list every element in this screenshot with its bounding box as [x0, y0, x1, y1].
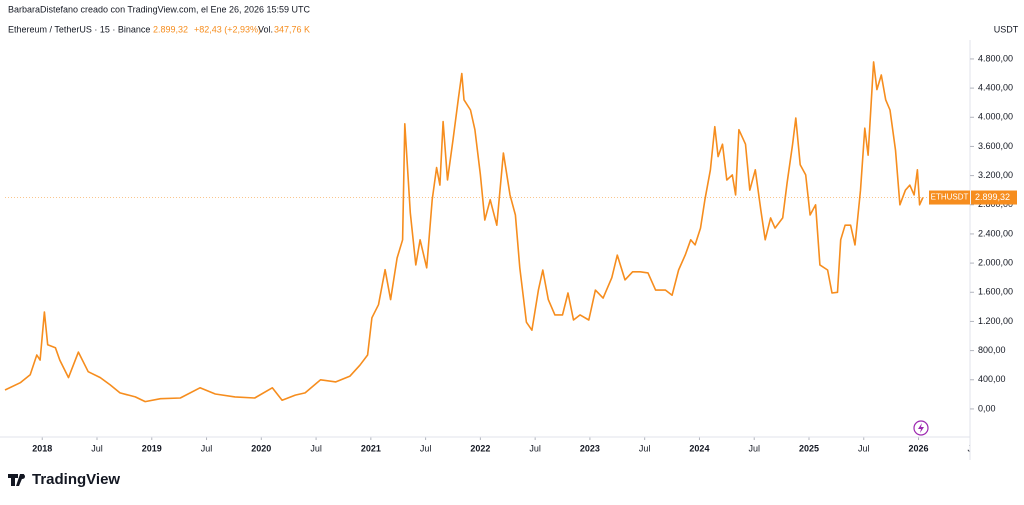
brand-logo [8, 474, 24, 486]
y-tick-label: 4.000,00 [978, 112, 1013, 122]
change: +82,43 (+2,93%) [194, 24, 261, 34]
currency: USDT [994, 24, 1019, 34]
x-tick-label: Jul [201, 443, 213, 453]
volume: 347,76 K [274, 24, 310, 34]
y-tick-label: 400,00 [978, 374, 1006, 384]
x-tick-label: 2020 [251, 443, 271, 453]
y-tick-label: 1.600,00 [978, 287, 1013, 297]
x-tick-label: Jul [420, 443, 432, 453]
y-tick-label: 2.400,00 [978, 228, 1013, 238]
price-tag-label: 2.899,32 [975, 192, 1010, 202]
x-tick-label: 2021 [361, 443, 381, 453]
price-axis-panel [970, 40, 1024, 460]
x-tick-label: 2024 [689, 443, 709, 453]
x-tick-label: Jul [639, 443, 651, 453]
price-tag [971, 190, 1017, 205]
y-tick-label: 2.000,00 [978, 257, 1013, 267]
x-tick-label: Jul [858, 443, 870, 453]
volume-label: Vol. [258, 24, 273, 34]
x-tick-label: Jul [310, 443, 322, 453]
y-tick-label: 800,00 [978, 345, 1006, 355]
y-tick-label: 4.800,00 [978, 53, 1013, 63]
y-tick-label: 3.600,00 [978, 141, 1013, 151]
symbol-tag [929, 190, 970, 205]
x-tick-label: 2018 [32, 443, 52, 453]
x-tick-label: 2023 [580, 443, 600, 453]
x-tick-label: Jul [748, 443, 760, 453]
x-tick-label: Jul [529, 443, 541, 453]
event-icon-bolt [918, 423, 924, 433]
y-tick-label: 0,00 [978, 403, 996, 413]
y-tick-label: 3.200,00 [978, 170, 1013, 180]
y-tick-label: 4.400,00 [978, 82, 1013, 92]
x-tick-label: 2022 [470, 443, 490, 453]
last-price: 2.899,32 [153, 24, 188, 34]
credit: BarbaraDistefano creado con TradingView.… [8, 4, 311, 14]
price-axis: 0,00 400,00 800,00 1.200,00 1.600,00 2.000,00… [929, 53, 1017, 413]
symbol: Ethereum / TetherUS · 15 · Binance [8, 24, 150, 34]
brand: TradingView [32, 471, 120, 488]
symbol-tag-label: ETHUSDT [931, 193, 969, 202]
x-tick-label: 2025 [799, 443, 819, 453]
y-tick-label: 1.200,00 [978, 316, 1013, 326]
x-tick-label: 2019 [142, 443, 162, 453]
x-tick-label: 2026 [909, 443, 929, 453]
x-tick-label: Jul [91, 443, 103, 453]
brand-logo-dot [20, 474, 25, 479]
price-line [4, 61, 924, 403]
